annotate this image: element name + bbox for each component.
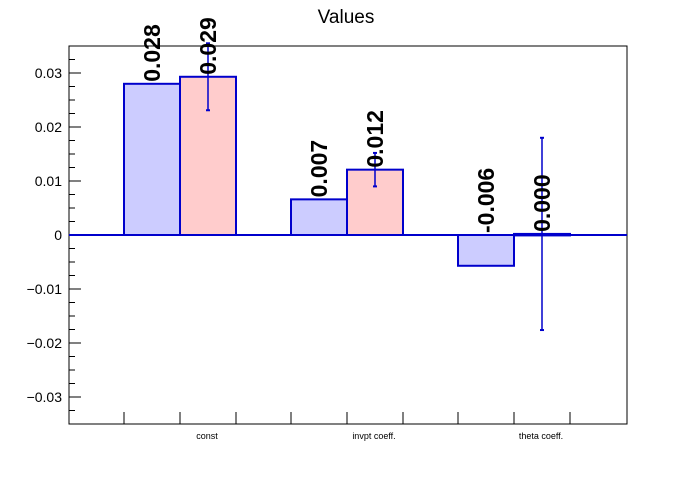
y-tick-label: 0.01 (35, 173, 62, 189)
bar (290, 198, 348, 236)
y-tick-label: 0 (54, 227, 62, 243)
y-tick-label: −0.01 (27, 281, 63, 297)
category-label: invpt coeff. (352, 431, 395, 441)
data-label: 0.007 (306, 140, 332, 198)
data-label: 0.028 (139, 24, 165, 82)
y-tick-label: 0.02 (35, 119, 62, 135)
y-tick-label: −0.02 (27, 335, 63, 351)
category-label: theta coeff. (519, 431, 563, 441)
category-label: const (196, 431, 218, 441)
y-tick-label: −0.03 (27, 389, 63, 405)
data-label: 0.000 (529, 174, 555, 232)
bar (457, 234, 515, 267)
bar (123, 82, 181, 236)
y-tick-label: 0.03 (35, 65, 62, 81)
data-label: 0.029 (195, 17, 221, 75)
data-label: -0.006 (473, 168, 499, 233)
data-label: 0.012 (362, 110, 388, 168)
chart-title: Values (318, 7, 375, 28)
